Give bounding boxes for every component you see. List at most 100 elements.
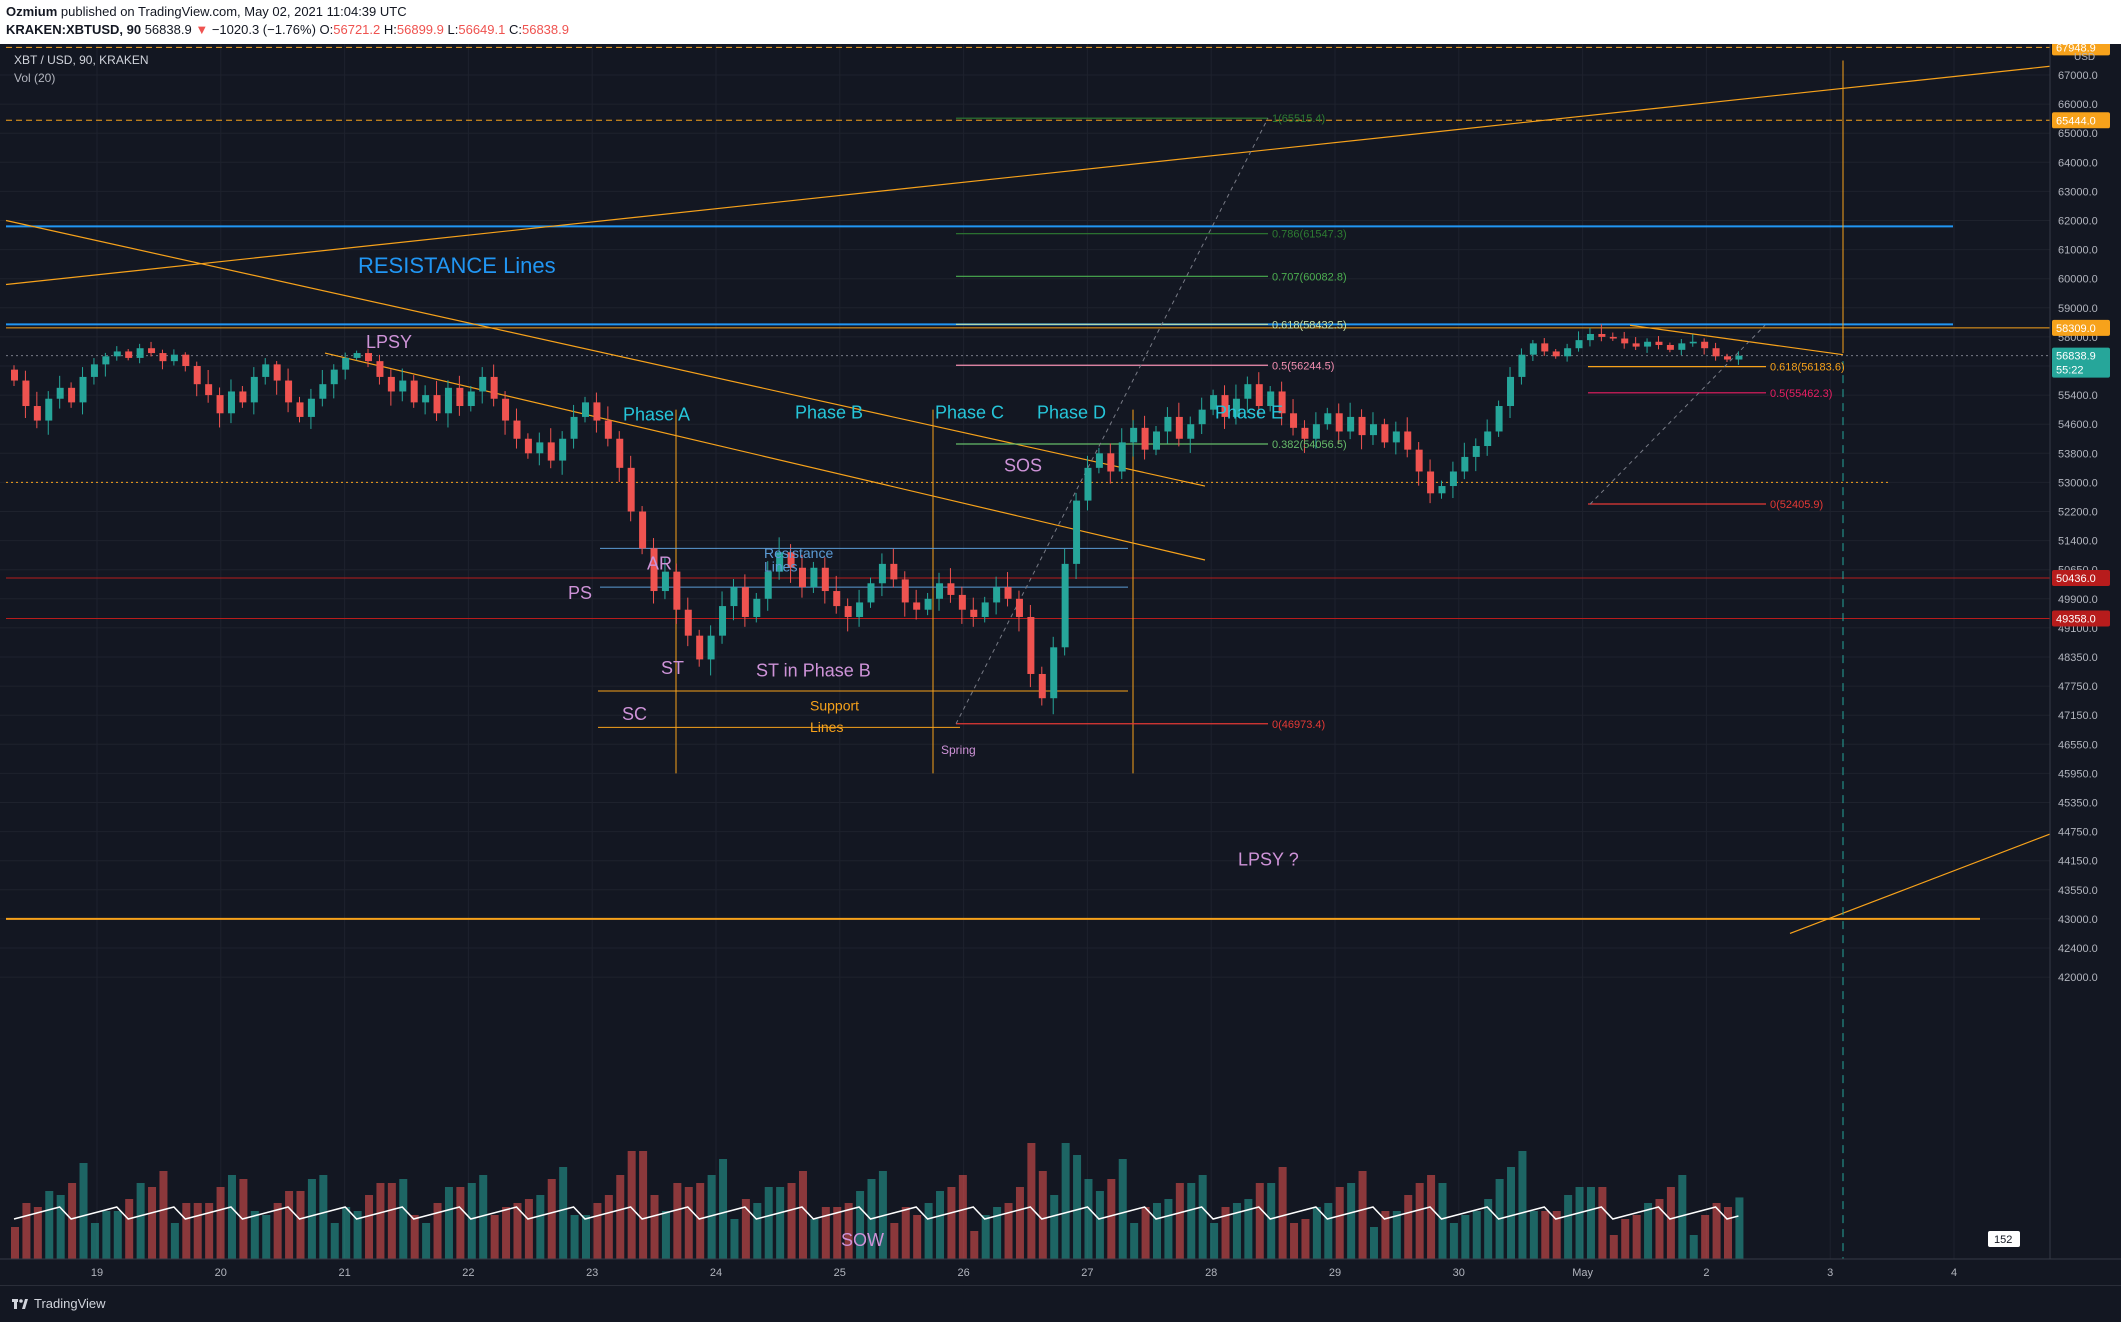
ps-label: PS <box>568 583 592 603</box>
candle-body <box>11 369 18 381</box>
candle-body <box>79 376 87 403</box>
candle-body <box>639 511 647 549</box>
low-value: 56649.1 <box>458 22 506 37</box>
volume-bar <box>159 1171 168 1259</box>
candle-body <box>1301 427 1309 439</box>
volume-bar <box>1141 1207 1150 1259</box>
fib-level-label: 0.5(56244.5) <box>1272 360 1334 372</box>
volume-bar <box>1095 1191 1104 1259</box>
time-tick-label: 26 <box>957 1267 969 1279</box>
support-lines-label: Lines <box>810 719 843 735</box>
candle-body <box>684 609 692 636</box>
candle-body <box>924 598 932 610</box>
volume-bar <box>125 1199 134 1259</box>
price-tick-label: 53800.0 <box>2058 448 2098 460</box>
candle-body <box>1290 413 1298 428</box>
candle-body <box>1244 384 1252 399</box>
volume-bar <box>1027 1143 1036 1259</box>
candle-body <box>1472 446 1480 457</box>
candle-body <box>696 635 704 660</box>
resistance-title: RESISTANCE Lines <box>358 253 556 278</box>
tradingview-brand[interactable]: TradingView <box>12 1296 106 1311</box>
candle-body <box>1312 424 1320 439</box>
candle-body <box>1586 333 1594 341</box>
fib-level-label: 0.382(54056.5) <box>1272 439 1347 451</box>
volume-bar <box>661 1211 670 1259</box>
falling-trendline-recent <box>1629 324 1844 356</box>
author-name[interactable]: Ozmium <box>6 4 58 19</box>
candle-body <box>947 583 955 595</box>
candle-body <box>1689 341 1697 344</box>
candle-body <box>1461 456 1469 472</box>
sow-label: SOW <box>841 1230 884 1250</box>
candle-body <box>353 353 361 358</box>
volume-bar <box>1507 1167 1516 1259</box>
candle-body <box>410 380 418 403</box>
candle-body <box>741 587 749 617</box>
price-chart[interactable]: 67000.0 66000.0 65000.0 64000.0 63000.0 62000… <box>0 44 2121 1285</box>
volume-bar <box>1369 1227 1378 1259</box>
volume-bar <box>513 1203 522 1259</box>
candle-body <box>170 354 178 362</box>
candle-body <box>1632 343 1640 347</box>
candle-body <box>467 391 475 407</box>
volume-bar <box>1415 1183 1424 1259</box>
candle-body <box>1358 416 1366 436</box>
fib-level-label: 0.618(58432.5) <box>1272 319 1347 331</box>
publish-info: Ozmium published on TradingView.com, May… <box>6 4 407 19</box>
volume-bar <box>11 1227 19 1259</box>
volume-bar <box>1712 1203 1721 1259</box>
candle-body <box>1073 500 1081 564</box>
volume-bar <box>1004 1203 1013 1259</box>
candle-body <box>582 402 589 417</box>
price-tick-label: 42400.0 <box>2058 943 2098 955</box>
volume-bar <box>570 1215 579 1259</box>
price-badge-label: 56838.9 <box>2056 351 2096 363</box>
volume-bar <box>1461 1215 1470 1259</box>
close-value: 56838.9 <box>521 22 569 37</box>
volume-bar <box>33 1207 42 1259</box>
candle-body <box>205 384 213 396</box>
time-tick-label: 25 <box>834 1267 846 1279</box>
volume-bar <box>1118 1159 1127 1259</box>
volume-bar <box>593 1203 602 1259</box>
volume-bar <box>582 1215 590 1259</box>
volume-bar <box>1449 1223 1458 1259</box>
candle-body <box>159 353 167 362</box>
candle-body <box>1347 416 1355 432</box>
volume-bar <box>1255 1183 1264 1259</box>
volume-bar <box>1621 1219 1630 1259</box>
phase-b-label: Phase B <box>795 403 863 423</box>
volume-bar <box>958 1175 967 1259</box>
candle-body <box>559 438 567 461</box>
volume-bar <box>856 1191 865 1259</box>
volume-bar <box>1678 1175 1687 1259</box>
candle-body <box>148 348 156 354</box>
fib-trendline-right <box>1589 324 1766 505</box>
volume-bar <box>285 1191 294 1259</box>
candle-body <box>1552 351 1560 357</box>
candle-body <box>22 380 30 407</box>
countdown-label: 55:22 <box>2056 365 2084 377</box>
candle-body <box>730 587 738 607</box>
candle-body <box>1141 427 1149 450</box>
volume-bar <box>970 1231 979 1259</box>
candle-body <box>33 406 41 421</box>
volume-bar <box>730 1219 739 1259</box>
volume-bar <box>1335 1187 1344 1259</box>
candle-body <box>387 376 395 392</box>
resistance-lines-label: Lines <box>764 559 797 575</box>
volume-bar <box>262 1215 271 1259</box>
volume-bar <box>353 1211 362 1259</box>
candle-body <box>1015 598 1023 617</box>
candle-body <box>1564 348 1572 357</box>
candle-body <box>319 384 327 399</box>
candle-body <box>422 395 430 403</box>
volume-badge-label: 152 <box>1994 1234 2012 1246</box>
volume-bar <box>913 1215 922 1259</box>
price-tick-label: 47750.0 <box>2058 681 2098 693</box>
volume-bar <box>1050 1195 1059 1259</box>
candle-body <box>810 567 818 588</box>
sc-label: SC <box>622 704 647 724</box>
price-tick-label: 44150.0 <box>2058 856 2098 868</box>
